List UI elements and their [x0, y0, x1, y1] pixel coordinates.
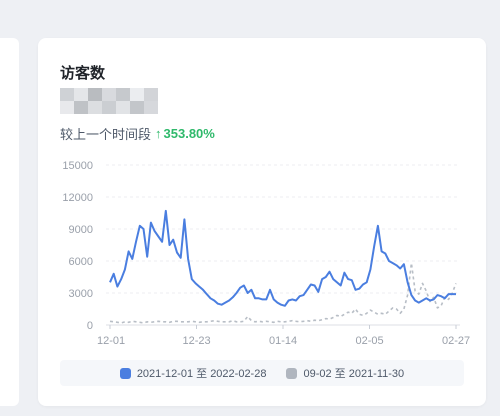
blur-pixel: [88, 88, 102, 101]
y-tick-label: 9000: [69, 224, 93, 236]
x-tick-label: 12-01: [97, 335, 125, 347]
comparison-percent: 353.80%: [163, 126, 215, 141]
blur-pixel: [130, 88, 144, 101]
blur-pixel: [60, 101, 74, 114]
comparison-row: 较上一个时间段 ↑ 353.80%: [60, 124, 215, 143]
blur-pixel: [144, 88, 158, 101]
adjacent-card: [0, 38, 19, 406]
legend-label-previous: 09-02 至 2021-11-30: [303, 368, 405, 380]
chart-legend: 2021-12-01 至 2022-02-28 09-02 至 2021-11-…: [60, 360, 464, 386]
blur-pixel: [88, 101, 102, 114]
blur-pixel: [102, 88, 116, 101]
y-tick-label: 0: [87, 320, 93, 332]
blurred-visitor-count: [60, 88, 158, 114]
blur-pixel: [130, 101, 144, 114]
y-tick-label: 15000: [62, 160, 93, 172]
current-period-line: [109, 209, 456, 307]
up-arrow-icon: ↑: [155, 126, 162, 141]
y-tick-label: 6000: [69, 256, 93, 268]
legend-item-previous[interactable]: 09-02 至 2021-11-30: [286, 365, 404, 381]
blur-pixel: [74, 101, 88, 114]
legend-label-current: 2021-12-01 至 2022-02-28: [136, 368, 267, 380]
y-tick-label: 12000: [62, 192, 93, 204]
visitors-card: 访客数 较上一个时间段 ↑ 353.80% 2021-12-01 至 2022-…: [38, 38, 486, 406]
blur-pixel: [102, 101, 116, 114]
blur-pixel: [60, 88, 74, 101]
y-tick-label: 3000: [69, 288, 93, 300]
blur-pixel: [116, 101, 130, 114]
card-title: 访客数: [60, 65, 106, 82]
x-tick-label: 02-05: [356, 335, 384, 347]
x-tick-label: 02-27: [442, 335, 470, 347]
comparison-label: 较上一个时间段: [60, 127, 152, 142]
legend-swatch-previous: [286, 367, 298, 379]
legend-swatch-current: [119, 367, 131, 379]
x-tick-label: 01-14: [269, 335, 297, 347]
blur-pixel: [116, 88, 130, 101]
blur-pixel: [74, 88, 88, 101]
x-tick-label: 12-23: [183, 335, 211, 347]
legend-item-current[interactable]: 2021-12-01 至 2022-02-28: [119, 365, 267, 381]
blur-pixel: [144, 101, 158, 114]
